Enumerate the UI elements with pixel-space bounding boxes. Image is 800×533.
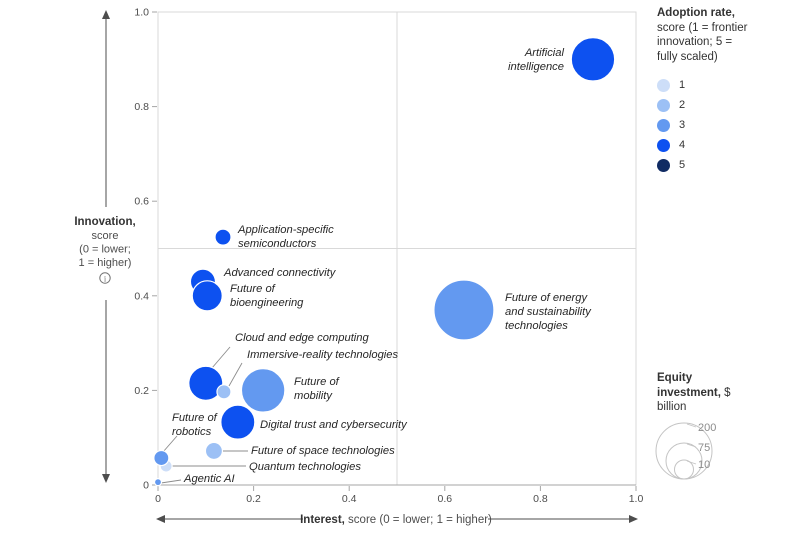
bubble-future-of-mobility: [240, 368, 286, 413]
x-tick-label: 0.4: [342, 493, 357, 505]
equity-circle-tick-75: [686, 443, 697, 447]
adoption-score-label: 3: [679, 119, 686, 131]
arrow-up-icon: [102, 10, 110, 19]
y-tick-label: 0: [143, 480, 149, 492]
bubble-label-future-of-space-technologies: Future of space technologies: [251, 445, 395, 457]
adoption-score-dot-icon: [657, 138, 670, 152]
adoption-legend-title: Adoption rate, score (1 = frontier innov…: [657, 6, 751, 64]
bubble-label-future-of-energy-and-sustainability-technologies: and sustainability: [505, 306, 592, 318]
x-tick-label: 0.8: [533, 493, 548, 505]
equity-legend: Equity investment, $ billion 200 75 10: [655, 371, 747, 484]
adoption-score-dot-icon: [657, 118, 670, 132]
equity-legend-title-rest: $ billion: [657, 386, 731, 414]
leader-line-future-of-robotics: [162, 435, 178, 453]
y-tick-label: 0.4: [134, 290, 149, 302]
bubble-agentic-ai: [153, 478, 163, 487]
bubble-application-specific-semiconductors: [214, 228, 232, 246]
y-axis-label-line: score: [92, 230, 119, 242]
bubble-cloud-and-edge-computing: [188, 365, 224, 401]
equity-circle-75: [665, 442, 703, 479]
adoption-legend-item-3: 3: [657, 115, 751, 135]
bubble-digital-trust-and-cybersecurity: [220, 404, 256, 440]
equity-size-label-10: 10: [698, 459, 710, 471]
equity-size-label-200: 200: [698, 422, 716, 434]
adoption-score-label: 5: [679, 159, 686, 171]
bubble-future-of-robotics: [153, 449, 170, 467]
bubble-label-future-of-energy-and-sustainability-technologies: Future of energy: [505, 292, 588, 304]
adoption-legend-items: 1 2 3 4 5: [657, 75, 751, 175]
x-axis-label: Interest, score (0 = lower; 1 = higher): [300, 514, 492, 526]
adoption-legend-item-2: 2: [657, 95, 751, 115]
x-tick-label: 0: [155, 493, 161, 505]
leader-line-immersive-reality-technologies: [228, 362, 243, 387]
bubble-label-artificial-intelligence: intelligence: [508, 61, 564, 73]
y-tick-label: 0.8: [134, 101, 149, 113]
y-axis-label-line: 1 = higher): [79, 257, 132, 269]
equity-legend-title: Equity investment, $ billion: [657, 371, 747, 415]
equity-size-label-75: 75: [698, 442, 710, 454]
bubble-future-of-energy-and-sustainability-technologies: [433, 279, 495, 341]
bubble-label-digital-trust-and-cybersecurity: Digital trust and cybersecurity: [260, 419, 408, 431]
equity-circle-tick-200: [686, 423, 697, 427]
bubble-immersive-reality-technologies: [216, 384, 232, 400]
bubble-future-of-space-technologies: [204, 441, 224, 461]
bubble-label-future-of-energy-and-sustainability-technologies: technologies: [505, 320, 568, 332]
adoption-score-label: 2: [679, 99, 686, 111]
x-tick-label: 0.6: [437, 493, 452, 505]
equity-legend-title-bold: Equity investment,: [657, 372, 721, 399]
arrow-down-icon: [102, 474, 110, 483]
bubble-label-application-specific-semiconductors: semiconductors: [238, 238, 317, 250]
bubble-label-advanced-connectivity: Advanced connectivity: [223, 267, 337, 279]
arrow-left-icon: [156, 515, 165, 523]
y-tick-label: 0.6: [134, 196, 149, 208]
leader-line-cloud-and-edge-computing: [211, 346, 231, 369]
bubble-label-application-specific-semiconductors: Application-specific: [237, 224, 334, 236]
y-tick-label: 0.2: [134, 385, 149, 397]
bubble-label-future-of-robotics: robotics: [172, 426, 212, 438]
bubble-label-future-of-robotics: Future of: [172, 412, 219, 424]
adoption-legend-item-1: 1: [657, 75, 751, 95]
bubble-label-cloud-and-edge-computing: Cloud and edge computing: [235, 332, 370, 344]
adoption-score-dot-icon: [657, 98, 670, 112]
adoption-score-label: 4: [679, 139, 686, 151]
bubble-label-agentic-ai: Agentic AI: [183, 473, 235, 485]
bubble-label-future-of-bioengineering: Future of: [230, 283, 277, 295]
y-axis-label-bold: Innovation,: [74, 216, 135, 228]
info-icon[interactable]: [99, 272, 111, 284]
bubble-artificial-intelligence: [570, 36, 616, 82]
adoption-legend-title-rest: score (1 = frontier innovation; 5 = full…: [657, 21, 748, 63]
equity-circle-tick-10: [686, 460, 697, 464]
bubble-label-future-of-bioengineering: bioengineering: [230, 297, 304, 309]
adoption-score-dot-icon: [657, 158, 670, 172]
bubble-label-immersive-reality-technologies: Immersive-reality technologies: [247, 349, 398, 361]
y-tick-label: 1.0: [134, 7, 149, 19]
x-tick-label: 1.0: [629, 493, 644, 505]
info-icon-glyph[interactable]: i: [104, 274, 107, 284]
leader-line-agentic-ai: [160, 479, 182, 484]
adoption-score-label: 1: [679, 79, 686, 91]
adoption-legend-title-bold: Adoption rate,: [657, 7, 735, 19]
adoption-legend: Adoption rate, score (1 = frontier innov…: [657, 6, 751, 175]
adoption-legend-item-5: 5: [657, 155, 751, 175]
equity-size-scale: 200 75 10: [655, 422, 716, 479]
bubble-future-of-bioengineering: [191, 280, 223, 312]
arrow-right-icon: [629, 515, 638, 523]
bubble-label-future-of-mobility: mobility: [294, 390, 333, 402]
equity-circle-10: [674, 459, 694, 479]
bubble-label-quantum-technologies: Quantum technologies: [249, 461, 361, 473]
x-tick-label: 0.2: [246, 493, 261, 505]
y-axis-label-line: (0 = lower;: [79, 244, 131, 256]
adoption-score-dot-icon: [657, 78, 670, 92]
bubble-label-future-of-mobility: Future of: [294, 376, 341, 388]
adoption-legend-item-4: 4: [657, 135, 751, 155]
bubble-label-artificial-intelligence: Artificial: [524, 47, 565, 59]
